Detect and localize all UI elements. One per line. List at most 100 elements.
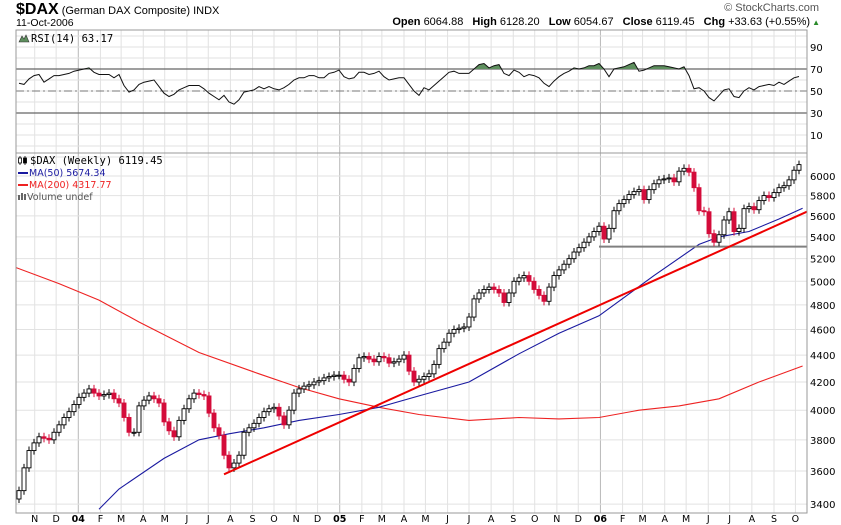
candle	[551, 271, 557, 292]
candle	[276, 403, 282, 421]
rsi-legend-label: RSI(14) 63.17	[31, 33, 113, 45]
candle	[441, 338, 447, 353]
candle	[711, 229, 717, 247]
price-tick-label: 4800	[810, 301, 835, 312]
candle	[756, 196, 762, 214]
candle	[106, 389, 112, 399]
candle	[516, 273, 522, 286]
candle-body	[386, 357, 392, 364]
candle-body	[391, 361, 397, 364]
price-tick-label: 5600	[810, 212, 835, 223]
candle	[266, 404, 272, 416]
candle	[646, 185, 652, 204]
candle-body	[771, 192, 777, 199]
candle-body	[446, 332, 452, 343]
price-tick-label: 5200	[810, 255, 835, 266]
candle-body	[116, 398, 122, 404]
month-tick-label: M	[638, 514, 646, 525]
candle-body	[566, 258, 572, 265]
month-tick-label: F	[620, 514, 625, 525]
month-tick-label: J	[706, 514, 710, 525]
axes: N D 04 F M A M J J A S O N D 05 F M A M J J A S O N D 06 F M A M J J A S O 6…	[15, 29, 835, 525]
ma50-line	[98, 207, 803, 510]
candle-body	[311, 381, 317, 386]
candle	[246, 423, 252, 437]
candle	[451, 325, 457, 338]
candle	[146, 391, 152, 405]
candle-body	[601, 225, 607, 240]
candle-body	[666, 177, 672, 180]
candle	[796, 160, 802, 175]
candle	[781, 181, 787, 192]
candle-body	[721, 219, 727, 236]
candle	[456, 324, 462, 334]
candle-body	[131, 431, 137, 434]
candle-body	[161, 402, 167, 423]
candle	[26, 446, 32, 472]
candle	[736, 224, 742, 236]
candle-body	[291, 392, 297, 411]
candle-body	[356, 357, 362, 369]
candle-body	[716, 234, 722, 243]
candle-body	[126, 417, 132, 433]
candle	[261, 407, 267, 422]
candle	[606, 224, 612, 244]
candle	[41, 432, 47, 443]
candle-body	[416, 378, 422, 383]
candle-body	[306, 384, 312, 387]
candle-body	[451, 329, 457, 334]
high-label: High	[472, 16, 497, 28]
month-tick-label: F	[98, 514, 103, 525]
volume-bars-icon	[18, 193, 26, 200]
candle	[336, 371, 342, 380]
candle	[416, 375, 422, 387]
month-tick-label: S	[510, 514, 516, 525]
candle	[71, 400, 77, 416]
candle-body	[426, 373, 432, 377]
candle	[366, 352, 372, 364]
candle	[661, 174, 667, 184]
low-label: Low	[548, 16, 571, 28]
price-tick-label: 4400	[810, 351, 835, 362]
price-tick-label: 6000	[810, 172, 835, 183]
candle-body	[521, 275, 527, 279]
candle	[171, 426, 177, 441]
rsi-line	[18, 61, 800, 105]
month-tick-label: J	[206, 514, 210, 525]
price-tick-label: 5800	[810, 192, 835, 203]
open-value: 6064.88	[423, 16, 464, 28]
candle-body	[736, 227, 742, 232]
price-tick-label: 4200	[810, 378, 835, 389]
candle	[36, 432, 42, 447]
candle-body	[561, 263, 567, 271]
month-tick-label: A	[661, 514, 668, 525]
candle-body	[231, 462, 237, 469]
candle	[96, 389, 102, 400]
candle	[236, 451, 242, 468]
candle-body	[636, 189, 642, 193]
candle-body	[746, 206, 752, 210]
candle-body	[676, 170, 682, 183]
candle	[426, 369, 432, 381]
candle-body	[556, 269, 562, 277]
price-legend: $DAX (Weekly) 6119.45 MA(50) 5674.34 MA(…	[18, 155, 163, 203]
candle	[506, 288, 512, 307]
month-tick-label: A	[140, 514, 147, 525]
candle-body	[541, 294, 547, 302]
candle	[486, 283, 492, 294]
candle-body	[271, 406, 277, 410]
candle	[91, 384, 97, 398]
candle	[741, 204, 747, 233]
candle	[151, 391, 157, 403]
candle	[206, 391, 212, 418]
candle	[511, 277, 517, 298]
candle-body	[696, 187, 702, 212]
month-tick-label: A	[227, 514, 234, 525]
candle-body	[436, 348, 442, 365]
close-value: 6119.45	[655, 16, 695, 28]
candle	[286, 406, 292, 429]
candle	[776, 183, 782, 197]
candle-body	[516, 277, 522, 282]
candle-body	[86, 388, 92, 394]
